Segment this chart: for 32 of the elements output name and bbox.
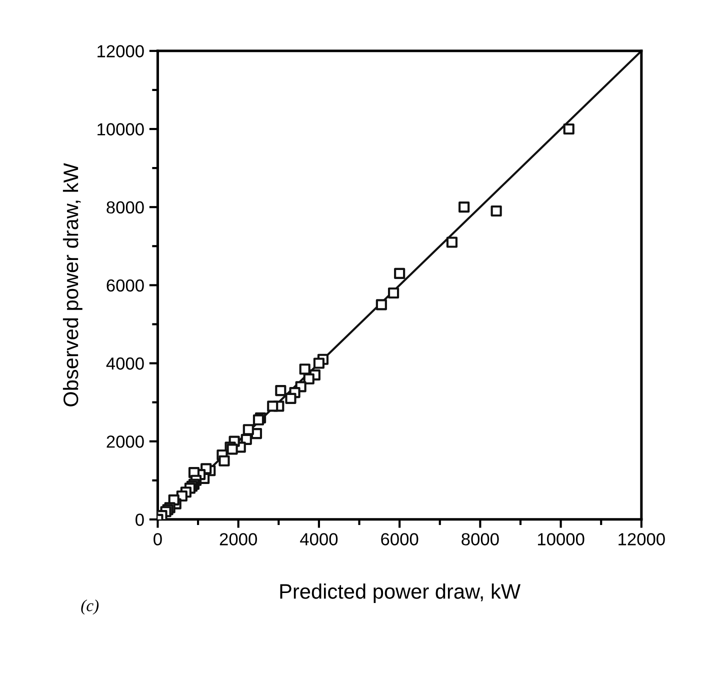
x-tick-label: 6000 bbox=[381, 533, 418, 546]
y-axis-title: Observed power draw, kW bbox=[62, 163, 82, 406]
point bbox=[376, 299, 387, 310]
point bbox=[275, 385, 286, 396]
point bbox=[218, 455, 230, 466]
y-tick-label: 12000 bbox=[98, 45, 144, 58]
x-tick-label: 0 bbox=[154, 533, 162, 546]
y-tick-label: 0 bbox=[136, 514, 144, 526]
y-tick-label: 4000 bbox=[106, 357, 144, 370]
y-tick-label: 6000 bbox=[106, 279, 144, 292]
point bbox=[242, 424, 254, 436]
y-tick-label: 10000 bbox=[98, 123, 144, 136]
point bbox=[388, 287, 400, 299]
y-tick-label: 8000 bbox=[106, 201, 144, 214]
x-tick-label: 10000 bbox=[538, 533, 584, 546]
point bbox=[563, 123, 574, 135]
point bbox=[313, 358, 324, 369]
x-tick-label: 4000 bbox=[300, 533, 338, 546]
x-axis-title: Predicted power draw, kW bbox=[280, 584, 521, 603]
x-tick-label: 8000 bbox=[462, 533, 499, 546]
point bbox=[458, 202, 470, 213]
point bbox=[303, 373, 314, 384]
point bbox=[267, 400, 278, 412]
x-tick-label: 12000 bbox=[618, 533, 665, 546]
point bbox=[490, 205, 502, 217]
point bbox=[299, 364, 310, 375]
point bbox=[285, 392, 296, 404]
point bbox=[394, 268, 406, 280]
y-tick-label: 2000 bbox=[106, 436, 144, 448]
point bbox=[446, 236, 458, 248]
text: (c) bbox=[81, 600, 99, 615]
x-tick-label: 2000 bbox=[220, 533, 257, 546]
